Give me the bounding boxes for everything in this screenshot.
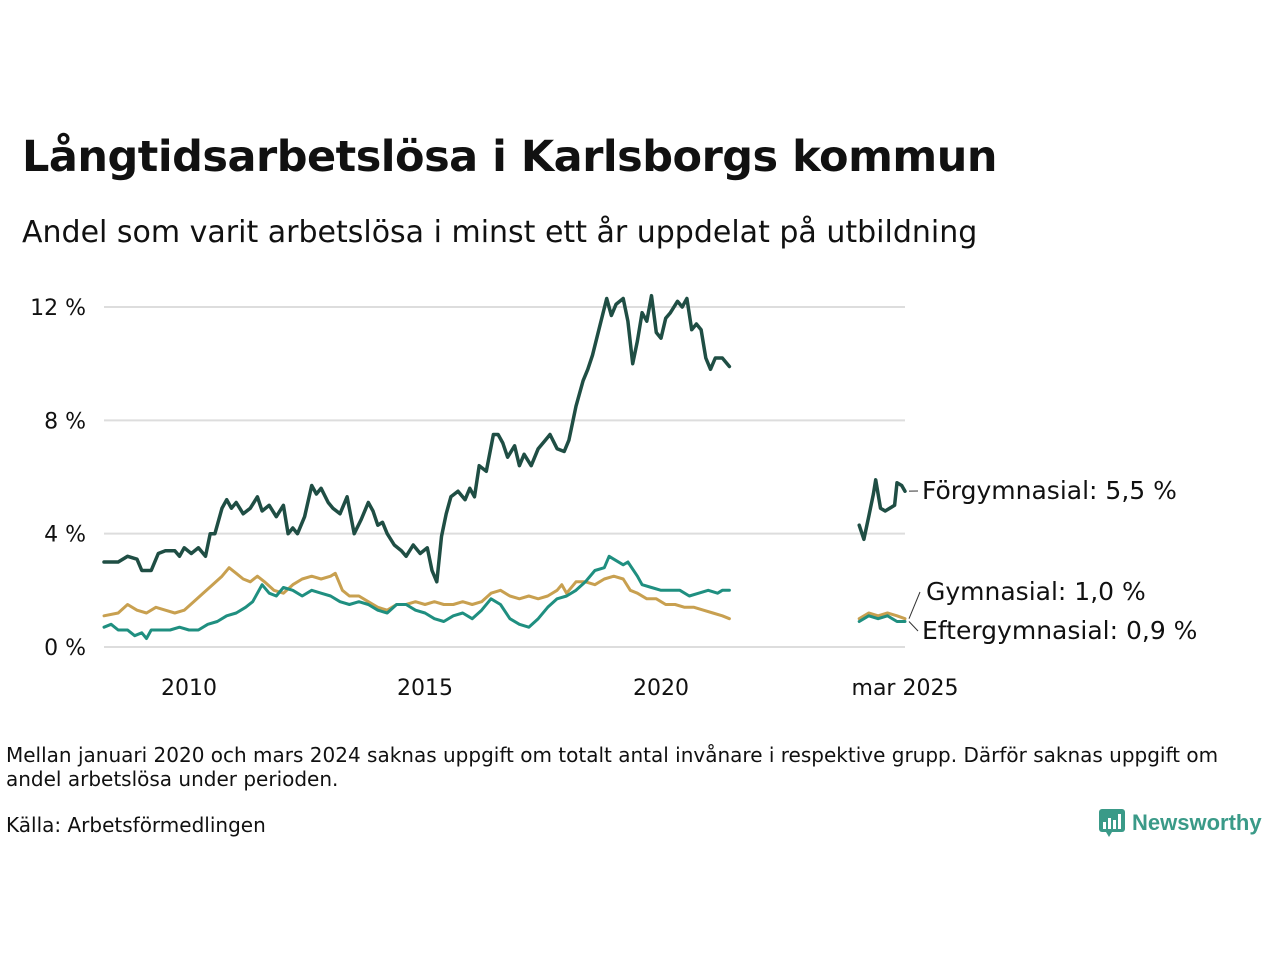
x-tick-label: mar 2025: [852, 676, 959, 701]
series-lines: [102, 293, 907, 640]
series-label-gymnasial: Gymnasial: 1,0 %: [926, 577, 1146, 606]
series-line-förgymnasial-1: [102, 293, 732, 584]
chart-logo-icon: [1099, 809, 1125, 837]
x-axis-ticks: 2010 2015 2020 mar 2025: [161, 676, 959, 701]
y-tick-label: 0 %: [44, 636, 86, 661]
series-end-labels: Förgymnasial: 5,5 % Gymnasial: 1,0 % Efter…: [908, 476, 1197, 645]
footnote: Mellan januari 2020 och mars 2024 saknas…: [6, 743, 1219, 791]
chart-subtitle: Andel som varit arbetslösa i minst ett å…: [22, 215, 978, 250]
series-line-förgymnasial-2: [857, 478, 907, 542]
x-tick-label: 2010: [161, 676, 217, 701]
series-label-förgymnasial: Förgymnasial: 5,5 %: [922, 476, 1177, 505]
series-line-gymnasial-2: [857, 611, 907, 621]
series-label-eftergymnasial: Eftergymnasial: 0,9 %: [922, 616, 1197, 645]
y-tick-label: 12 %: [30, 296, 86, 321]
label-leader-eftergymnasial: [908, 621, 919, 632]
series-line-eftergymnasial-2: [857, 614, 907, 623]
series-line-eftergymnasial-1: [102, 554, 731, 640]
x-tick-label: 2015: [397, 676, 453, 701]
y-axis-ticks: 0 % 4 % 8 % 12 %: [30, 296, 86, 661]
line-chart: 0 % 4 % 8 % 12 % 2010 2015 2020 mar 2025 Förgy…: [30, 293, 1197, 701]
logo-text: Newsworthy: [1132, 810, 1262, 835]
label-leader-gymnasial: [908, 591, 921, 619]
y-tick-label: 4 %: [44, 523, 86, 548]
y-tick-label: 8 %: [44, 409, 86, 434]
x-tick-label: 2020: [633, 676, 689, 701]
series-line-gymnasial-1: [102, 566, 731, 621]
chart-title: Långtidsarbetslösa i Karlsborgs kommun: [22, 132, 997, 182]
grid-lines: [104, 306, 905, 648]
newsworthy-logo: Newsworthy: [1098, 808, 1262, 838]
source-text: Källa: Arbetsförmedlingen: [6, 813, 266, 837]
